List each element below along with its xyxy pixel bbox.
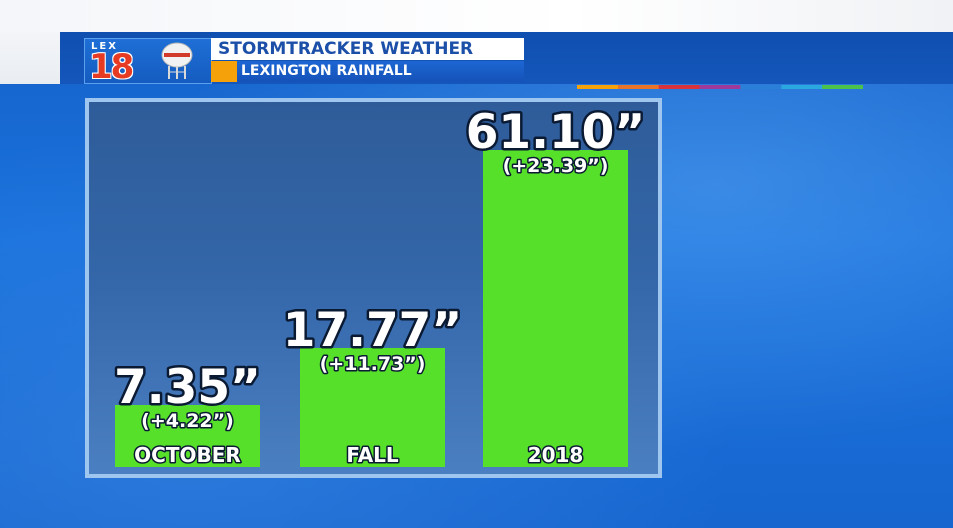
station-logo: LEX 18 — [84, 38, 212, 87]
subtitle-accent — [211, 61, 237, 82]
stripe-segment — [781, 85, 823, 89]
left-white-strip — [0, 32, 60, 84]
departure-label: (+23.39”) — [503, 155, 609, 177]
stripe-segment — [740, 85, 782, 89]
bar-2018 — [483, 150, 628, 467]
value-label: 7.35” — [114, 360, 261, 415]
top-white-bar — [0, 0, 953, 32]
chart-subtitle: LEXINGTON RAINFALL — [241, 63, 412, 79]
departure-label: (+4.22”) — [141, 410, 234, 432]
water-tower-icon — [161, 42, 193, 79]
logo-number: 18 — [89, 47, 134, 87]
bar-october — [115, 405, 260, 467]
stripe-segment — [617, 85, 660, 89]
departure-label: (+11.73”) — [320, 353, 426, 375]
title-box: STORMTRACKER WEATHER — [211, 38, 524, 60]
stripe-segment — [699, 85, 741, 89]
page-title: STORMTRACKER WEATHER — [218, 39, 474, 59]
category-label: FALL — [346, 443, 399, 467]
color-stripe — [577, 85, 863, 89]
bar-fall — [300, 348, 445, 467]
subtitle-box: LEXINGTON RAINFALL — [237, 61, 524, 82]
category-label: 2018 — [528, 443, 584, 467]
value-label: 61.10” — [466, 105, 646, 160]
stripe-segment — [658, 85, 701, 89]
stripe-segment — [822, 85, 863, 89]
logo-lex-text: LEX — [91, 41, 118, 52]
value-label: 17.77” — [283, 303, 463, 358]
stripe-segment — [577, 85, 619, 89]
category-label: OCTOBER — [134, 443, 241, 467]
